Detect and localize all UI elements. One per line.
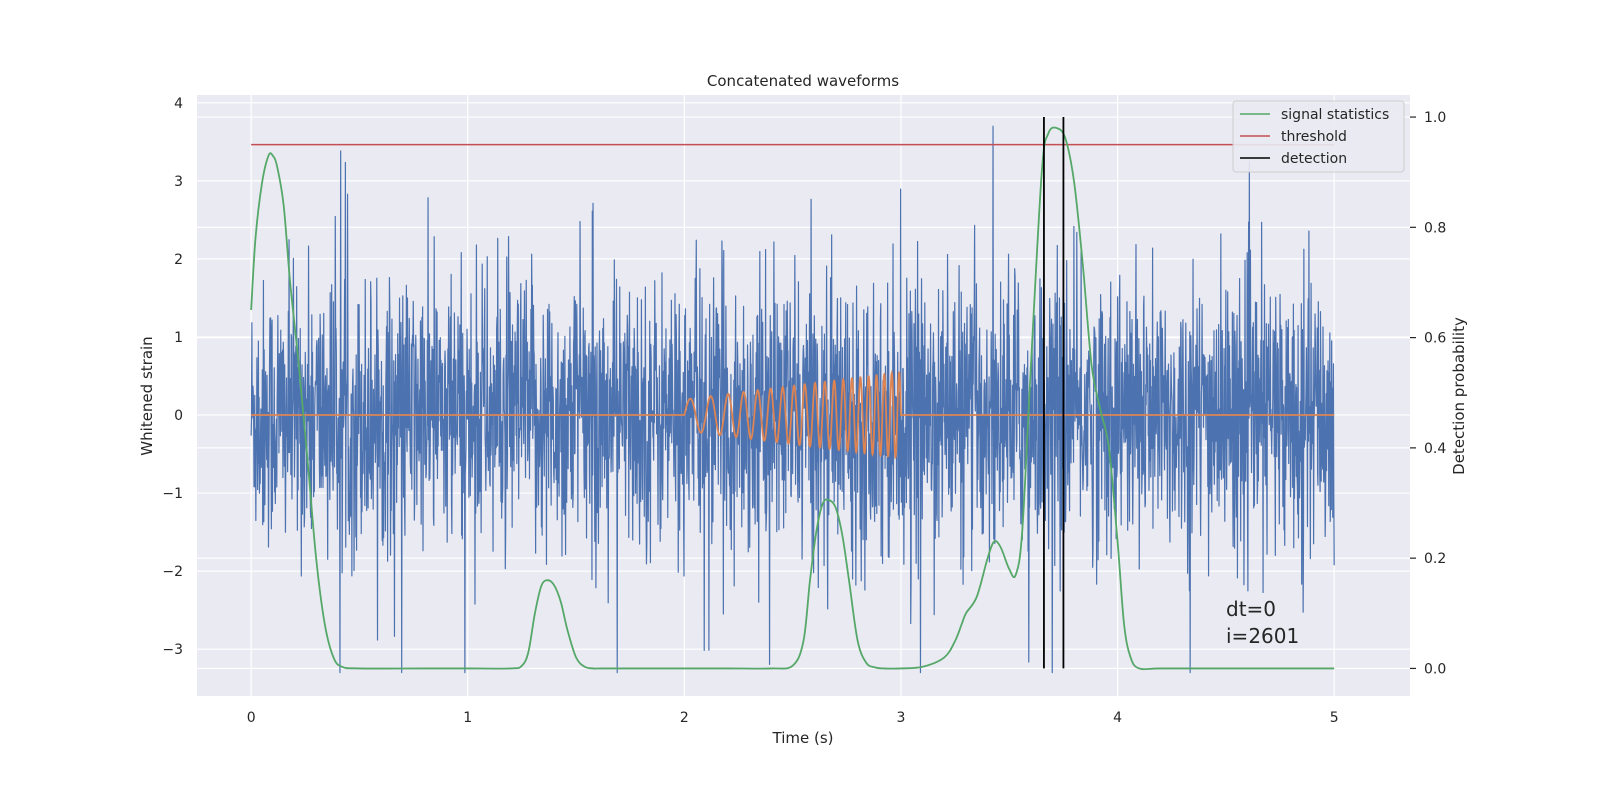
y2-tick-labels: 0.0 0.2 0.4 0.6 0.8 1.0 bbox=[1410, 110, 1446, 677]
y2-axis-label: Detection probability bbox=[1450, 317, 1468, 475]
legend: signal statistics threshold detection bbox=[1232, 100, 1405, 173]
y2-tick-label: 1.0 bbox=[1424, 110, 1446, 126]
x-tick-label: 4 bbox=[1113, 710, 1122, 726]
y-tick-label: 0 bbox=[174, 408, 183, 424]
x-axis-label: Time (s) bbox=[772, 729, 834, 747]
series-template-line bbox=[251, 369, 1335, 460]
y-tick-label: 3 bbox=[174, 174, 183, 190]
annotation-dt: dt=0 bbox=[1226, 597, 1276, 621]
y2-tick-label: 0.6 bbox=[1424, 331, 1446, 347]
x-tick-labels: 0 1 2 3 4 5 bbox=[247, 710, 1339, 726]
annotation-i: i=2601 bbox=[1226, 624, 1299, 648]
y-tick-label: −1 bbox=[162, 486, 183, 502]
x-tick-label: 0 bbox=[247, 710, 256, 726]
legend-box bbox=[1232, 100, 1405, 173]
series-signal-statistics-line bbox=[250, 126, 1335, 671]
x-tick-label: 2 bbox=[680, 710, 689, 726]
y2-tick-label: 0.2 bbox=[1424, 551, 1446, 567]
series-strain-line bbox=[250, 125, 1335, 674]
y-tick-label: −3 bbox=[162, 642, 183, 658]
legend-label-detection: detection bbox=[1281, 151, 1347, 167]
chart-title: Concatenated waveforms bbox=[707, 72, 899, 90]
y2-tick-label: 0.8 bbox=[1424, 220, 1446, 236]
y2-tick-label: 0.4 bbox=[1424, 441, 1446, 457]
x-tick-label: 3 bbox=[897, 710, 906, 726]
series-layer bbox=[250, 117, 1335, 674]
y-tick-label: 1 bbox=[174, 330, 183, 346]
y-tick-label: 2 bbox=[174, 252, 183, 268]
y-tick-label: 4 bbox=[174, 96, 183, 112]
y-tick-label: −2 bbox=[162, 564, 183, 580]
y-axis-label: Whitened strain bbox=[138, 336, 156, 455]
legend-label-signal-statistics: signal statistics bbox=[1281, 107, 1389, 123]
y2-tick-label: 0.0 bbox=[1424, 661, 1446, 677]
legend-label-threshold: threshold bbox=[1281, 129, 1347, 145]
x-tick-label: 5 bbox=[1330, 710, 1339, 726]
x-tick-label: 1 bbox=[463, 710, 472, 726]
y-tick-labels: −3 −2 −1 0 1 2 3 4 bbox=[162, 96, 183, 658]
